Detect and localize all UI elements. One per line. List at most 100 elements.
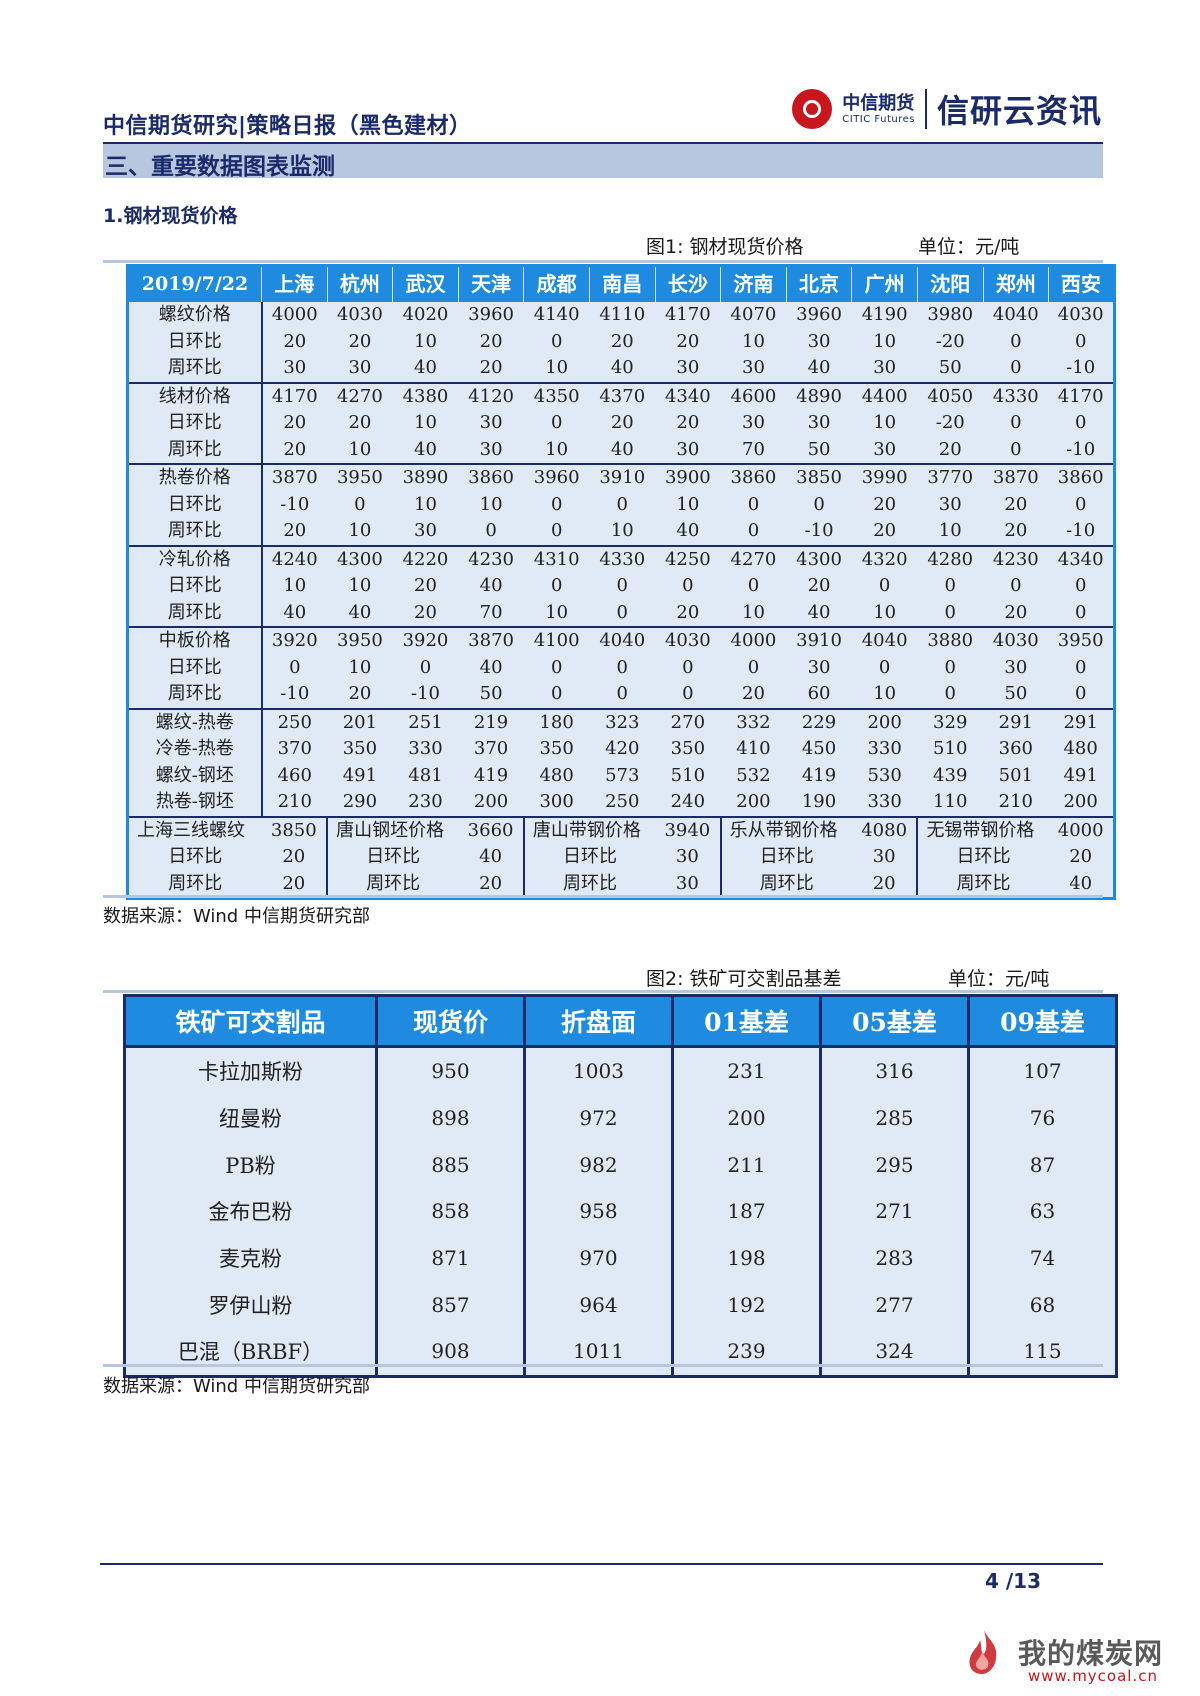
table-cell: 0 <box>523 654 590 681</box>
ore-column-header: 现货价 <box>376 995 526 1048</box>
row-label: 日环比 <box>127 328 263 355</box>
table-cell: 4320 <box>851 545 918 573</box>
table-cell: 0 <box>917 599 984 628</box>
row-label: 螺纹-热卷 <box>127 708 263 736</box>
table-cell: 510 <box>655 762 721 789</box>
table-cell: 1011 <box>524 1328 674 1377</box>
table-cell: 4050 <box>917 382 984 410</box>
table-cell: 420 <box>589 736 656 763</box>
table-cell: 20 <box>327 410 393 437</box>
table-cell: 40 <box>458 573 524 600</box>
table-cell: 0 <box>983 328 1049 355</box>
misc-item-label: 周环比 <box>523 870 656 899</box>
table-row: 热卷价格 3870 3950 3890 3860 3960 3910 3900 3860 3850… <box>127 464 1115 492</box>
table-cell: 10 <box>327 573 393 600</box>
table-cell: 74 <box>968 1234 1118 1282</box>
table-cell: 982 <box>524 1141 674 1189</box>
misc-item-label: 日环比 <box>917 844 1049 871</box>
ore-column-header: 05基差 <box>820 995 970 1048</box>
table-cell: 50 <box>983 681 1049 710</box>
brand-cn: 中信期货 <box>842 92 915 114</box>
table-cell: 0 <box>523 681 590 710</box>
watermark-text: 我的煤炭网 <box>1018 1637 1164 1670</box>
table-cell: 20 <box>392 573 459 600</box>
row-label: 热卷价格 <box>127 464 263 492</box>
table-cell: 908 <box>376 1328 526 1377</box>
table-cell: 330 <box>851 789 918 818</box>
table-cell: 972 <box>524 1094 674 1142</box>
table-cell: 0 <box>1048 410 1115 437</box>
table-cell: 4190 <box>851 302 918 329</box>
city-header: 北京 <box>786 265 853 302</box>
table-cell: 0 <box>1048 654 1115 681</box>
table-cell: 20 <box>261 410 328 437</box>
fig1-unit: 单位：元/吨 <box>918 236 1020 258</box>
fig2-unit: 单位：元/吨 <box>948 968 1050 990</box>
table-cell: 30 <box>786 328 852 355</box>
table-cell: 857 <box>376 1281 526 1329</box>
table-cell: 4030 <box>655 627 721 655</box>
steel-price-table: 2019/7/22 上海 杭州 武汉 天津 成都 南昌 长沙 济南 北京 广州 沈阳 郑州 西安 螺纹价… <box>126 264 1116 900</box>
table-cell: 250 <box>261 708 328 736</box>
table-cell: 0 <box>851 654 918 681</box>
table-cell: 0 <box>1048 681 1115 710</box>
table-cell: 324 <box>820 1328 970 1377</box>
misc-item-label: 周环比 <box>917 870 1049 899</box>
table-cell: 68 <box>968 1281 1118 1329</box>
table-cell: 3960 <box>786 302 852 329</box>
table-cell: 219 <box>458 708 524 736</box>
table-cell: 30 <box>786 654 852 681</box>
table-row: 日环比 -10 0 10 10 0 0 10 0 0 20 30 20 0 <box>127 491 1115 518</box>
misc-item-label: 日环比 <box>127 844 262 871</box>
ore-column-header: 铁矿可交割品 <box>124 995 378 1048</box>
table-cell: 4280 <box>917 545 984 573</box>
row-label: 周环比 <box>127 518 263 547</box>
row-label: 周环比 <box>127 681 263 710</box>
misc-item-label: 日环比 <box>327 844 459 871</box>
table-cell: 20 <box>458 355 524 384</box>
table-cell: 20 <box>917 436 984 465</box>
table-cell: 10 <box>261 573 328 600</box>
table-cell: 439 <box>917 762 984 789</box>
ore-column-header: 折盘面 <box>524 995 674 1048</box>
row-label: 日环比 <box>127 573 263 600</box>
table-cell: 4040 <box>983 302 1049 329</box>
table-cell: 4340 <box>655 382 721 410</box>
table-cell: 4040 <box>589 627 656 655</box>
misc-row: 周环比 20 周环比 20 周环比 30 周环比 20 周环比 40 <box>127 870 1115 899</box>
page-number: 4 /13 <box>985 1569 1042 1593</box>
steel-table-header: 2019/7/22 上海 杭州 武汉 天津 成都 南昌 长沙 济南 北京 广州 沈阳 郑州 西安 <box>127 265 1115 302</box>
fig2-top-rule <box>103 990 1103 993</box>
misc-item-value: 3850 <box>261 816 329 844</box>
table-cell: 10 <box>851 328 918 355</box>
table-cell: 480 <box>1048 736 1115 763</box>
table-cell: 0 <box>523 410 590 437</box>
table-row: 卡拉加斯粉 950 1003 231 316 107 <box>124 1046 1118 1095</box>
table-cell: 4110 <box>589 302 656 329</box>
misc-item-value: 40 <box>1048 870 1115 899</box>
watermark-url: www.mycoal.cn <box>1028 1667 1158 1685</box>
table-cell: 30 <box>458 436 524 465</box>
table-cell: 0 <box>523 491 590 518</box>
table-row: 周环比 -10 20 -10 50 0 0 0 20 60 10 0 50 0 <box>127 681 1115 710</box>
table-cell: 4170 <box>1048 382 1115 410</box>
table-cell: 4340 <box>1048 545 1115 573</box>
table-cell: 30 <box>786 410 852 437</box>
table-cell: 3770 <box>917 464 984 492</box>
table-cell: 0 <box>392 654 459 681</box>
table-cell: 316 <box>820 1046 970 1095</box>
table-cell: 20 <box>261 436 328 465</box>
table-cell: 20 <box>983 599 1049 628</box>
city-header: 郑州 <box>983 265 1050 302</box>
table-cell: 290 <box>327 789 393 818</box>
table-cell: 10 <box>327 518 393 547</box>
misc-item-name: 乐从带钢价格 <box>720 816 852 844</box>
table-cell: 3950 <box>327 627 393 655</box>
table-cell: 3910 <box>786 627 852 655</box>
row-label: 日环比 <box>127 410 263 437</box>
table-cell: 0 <box>720 518 787 547</box>
table-cell: 210 <box>261 789 328 818</box>
ore-name: 卡拉加斯粉 <box>124 1046 378 1095</box>
table-cell: 4100 <box>523 627 590 655</box>
row-label: 冷卷-热卷 <box>127 736 263 763</box>
